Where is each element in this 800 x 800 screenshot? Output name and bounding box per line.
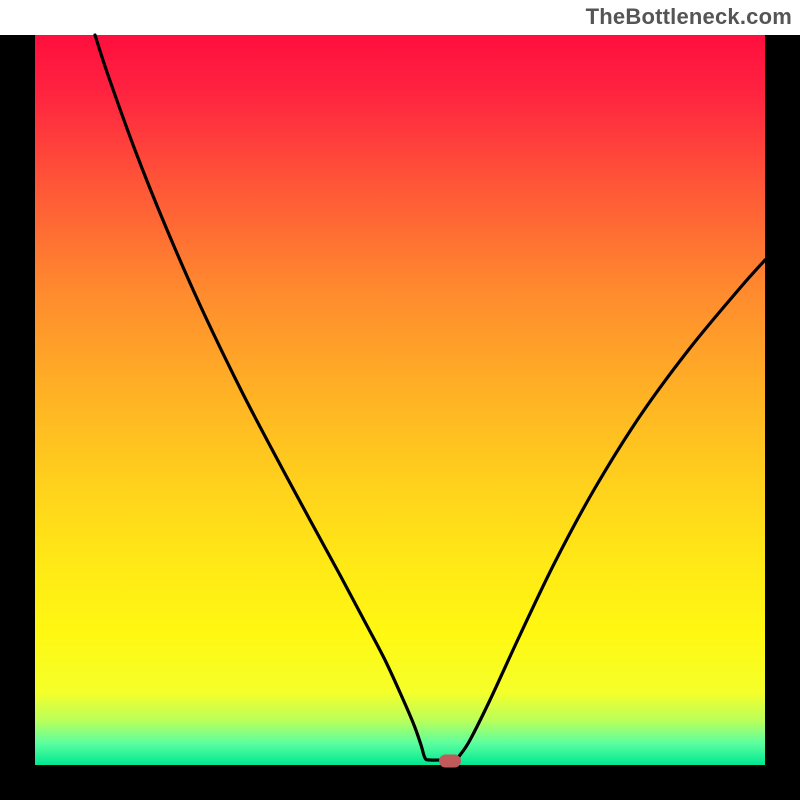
chart-svg [0, 0, 800, 800]
frame-left [0, 35, 35, 800]
optimal-marker [439, 755, 461, 768]
frame-right [765, 35, 800, 800]
watermark-text: TheBottleneck.com [586, 4, 792, 30]
plot-background [35, 35, 765, 765]
bottleneck-chart: TheBottleneck.com [0, 0, 800, 800]
frame-bottom [0, 765, 800, 800]
